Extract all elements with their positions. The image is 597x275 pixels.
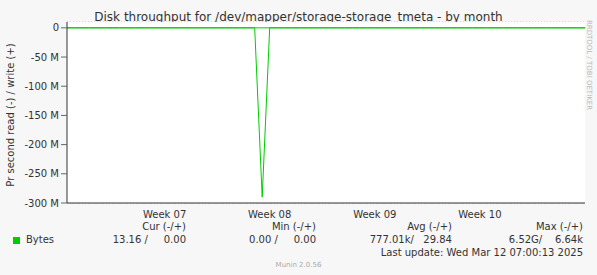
svg-text:Week 07: Week 07 <box>143 209 186 220</box>
html-text:Last update: Wed Mar 12 07:00:: Last update: Wed Mar 12 07:00:13 2025 <box>380 247 583 258</box>
html-text:Pr second read (-) / write (+): Pr second read (-) / write (+) <box>4 43 16 187</box>
svg-text:Week 10: Week 10 <box>458 209 501 220</box>
html-text:777.01k/ 29.84: 777.01k/ 29.84 <box>369 234 452 245</box>
svg-text:Week 08: Week 08 <box>248 209 291 220</box>
html-text:Munin 2.0.56: Munin 2.0.56 <box>275 261 322 269</box>
svg-text:0: 0 <box>53 22 59 33</box>
html-text:Bytes: Bytes <box>26 234 55 245</box>
html-text:0.00 / 0.00: 0.00 / 0.00 <box>249 234 316 245</box>
svg-text:-100 M: -100 M <box>24 81 59 92</box>
svg-text:-150 M: -150 M <box>24 110 59 121</box>
html-text:13.16 / 0.00: 13.16 / 0.00 <box>112 234 186 245</box>
html-text:Max (-/+): Max (-/+) <box>536 221 583 232</box>
html-text:RRDTOOL / TOBI OETIKER: RRDTOOL / TOBI OETIKER <box>585 19 593 111</box>
html-text:Avg (-/+): Avg (-/+) <box>407 221 452 232</box>
svg-text:Week 09: Week 09 <box>353 209 396 220</box>
svg-text:-250 M: -250 M <box>24 168 59 179</box>
html-text:Disk throughput for /dev/mappe: Disk throughput for /dev/mapper/storage-… <box>94 10 503 24</box>
html-text:Cur (-/+): Cur (-/+) <box>142 221 186 232</box>
html-text:Min (-/+): Min (-/+) <box>271 221 316 232</box>
svg-text:-300 M: -300 M <box>24 198 59 209</box>
svg-text:-50 M: -50 M <box>31 52 59 63</box>
html-text:6.52G/ 6.64k: 6.52G/ 6.64k <box>508 234 583 245</box>
svg-text:-200 M: -200 M <box>24 139 59 150</box>
